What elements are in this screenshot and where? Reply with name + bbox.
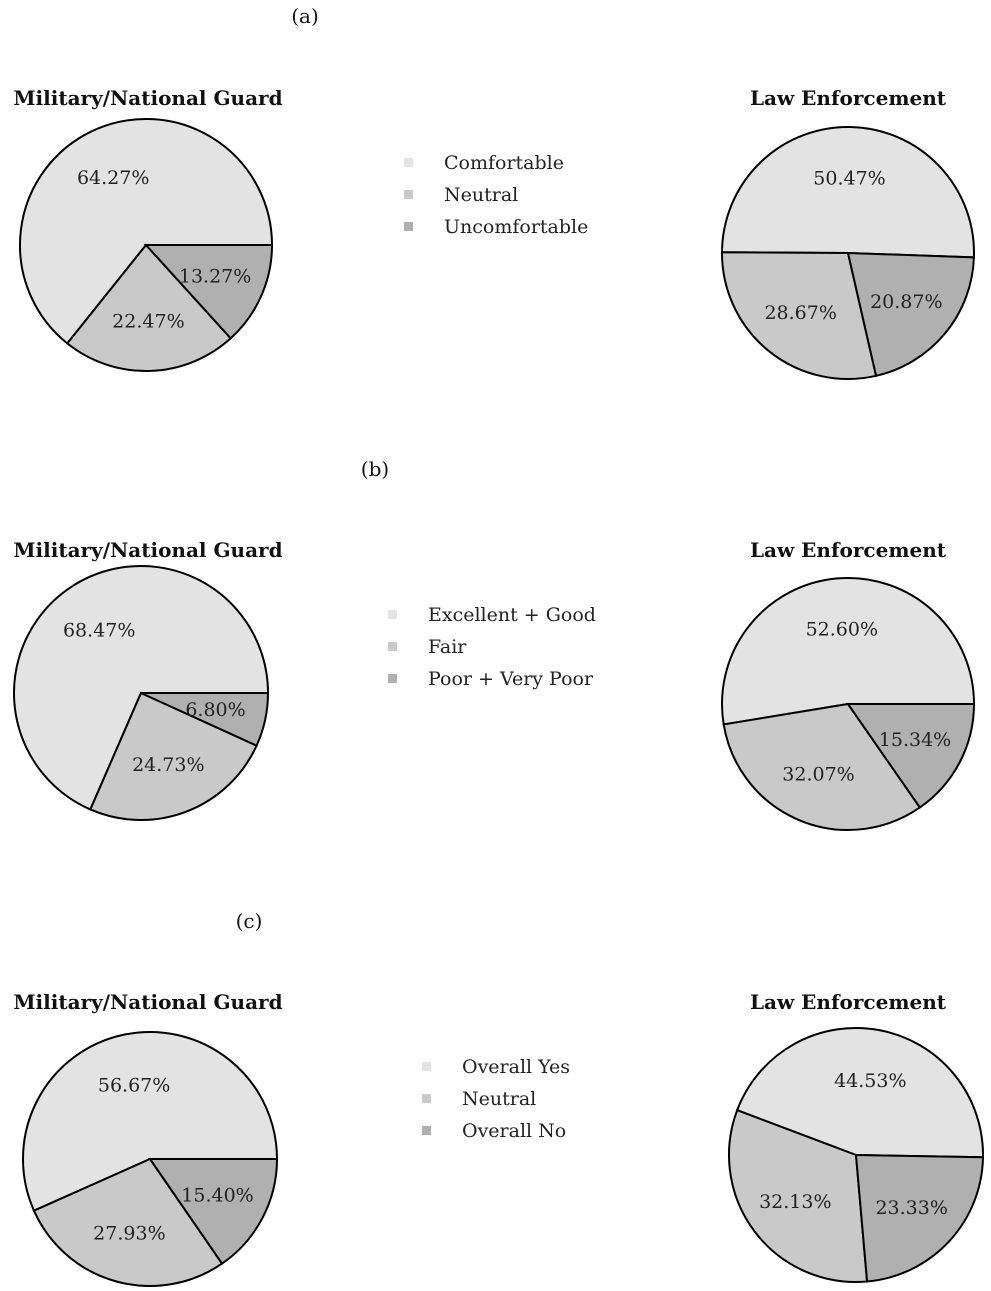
slice-label: 64.27%	[77, 167, 149, 189]
pie-slice	[735, 1027, 984, 1159]
slice-label: 56.67%	[98, 1075, 170, 1097]
pie-slice	[65, 243, 233, 372]
pie-chart-military: Military/National Guard 64.27% 22.47% 13.27…	[13, 86, 283, 372]
slice-label: 32.13%	[759, 1191, 831, 1213]
legend-label: Overall No	[462, 1120, 566, 1142]
pie-slice	[720, 125, 975, 259]
chart-title: Law Enforcement	[750, 990, 947, 1014]
pie-chart-law-enforcement: Law Enforcement 50.47% 28.67% 20.87%	[720, 86, 975, 380]
legend-swatch	[388, 610, 397, 619]
slice-label: 6.80%	[185, 699, 245, 721]
legend-swatch	[404, 158, 413, 167]
slice-label: 44.53%	[834, 1070, 906, 1092]
slice-label: 28.67%	[764, 302, 836, 324]
panel-label: (b)	[361, 457, 389, 481]
legend-label: Poor + Very Poor	[428, 668, 594, 690]
chart-title: Military/National Guard	[13, 990, 282, 1014]
pie-chart-military: Military/National Guard 68.47% 24.73% 6.80%	[13, 538, 283, 821]
panel-label: (c)	[236, 909, 263, 933]
pie-slice	[727, 1108, 869, 1283]
slice-label: 20.87%	[870, 291, 942, 313]
legend-swatch	[404, 190, 413, 199]
pie-slice	[13, 565, 270, 811]
panel-label: (a)	[291, 4, 319, 28]
slice-label: 52.60%	[806, 619, 878, 641]
slice-label: 22.47%	[112, 311, 184, 333]
pie-slice	[19, 118, 274, 345]
legend-swatch	[422, 1094, 431, 1103]
pie-slice	[722, 702, 922, 831]
panel-a: (a) Comfortable Neutral Uncomfortable Milita…	[13, 4, 975, 380]
legend-label: Excellent + Good	[428, 604, 596, 626]
pie-chart-law-enforcement: Law Enforcement 52.60% 32.07% 15.34%	[721, 538, 976, 831]
pie-chart-military: Military/National Guard 56.67% 27.93% 15.40…	[13, 990, 283, 1287]
chart-title: Military/National Guard	[13, 86, 282, 110]
pie-slice	[720, 251, 878, 380]
pie-slice	[22, 1031, 279, 1213]
legend-swatch	[388, 642, 397, 651]
chart-title: Law Enforcement	[750, 538, 947, 562]
legend-label: Uncomfortable	[444, 216, 588, 238]
legend-label: Neutral	[462, 1088, 536, 1110]
pie-slice	[721, 577, 976, 726]
legend-label: Comfortable	[444, 152, 564, 174]
pie-chart-law-enforcement: Law Enforcement 44.53% 32.13% 23.33%	[727, 990, 984, 1283]
panel-c: (c) Overall Yes Neutral Overall No Military/…	[13, 909, 984, 1287]
legend-swatch	[422, 1126, 431, 1135]
pie-slice	[32, 1157, 224, 1287]
legend-label: Overall Yes	[462, 1056, 570, 1078]
slice-label: 13.27%	[179, 266, 251, 288]
slice-label: 23.33%	[875, 1197, 947, 1219]
legend-swatch	[404, 222, 413, 231]
legend-swatch	[422, 1062, 431, 1071]
pie-slice	[89, 691, 258, 821]
panel-b: (b) Excellent + Good Fair Poor + Very Poor M…	[13, 457, 976, 831]
slice-label: 27.93%	[93, 1222, 165, 1244]
slice-label: 50.47%	[813, 167, 885, 189]
slice-label: 15.40%	[181, 1184, 253, 1206]
pie-slice	[846, 703, 976, 809]
slice-label: 24.73%	[132, 754, 204, 776]
slice-label: 32.07%	[782, 764, 854, 786]
chart-title: Military/National Guard	[13, 538, 282, 562]
pie-slice	[854, 1153, 984, 1283]
slice-label: 15.34%	[879, 729, 951, 751]
legend-label: Neutral	[444, 184, 518, 206]
pie-slice	[148, 1158, 279, 1265]
pie-slice	[143, 244, 274, 340]
legend-swatch	[388, 674, 397, 683]
chart-title: Law Enforcement	[750, 86, 947, 110]
pie-slice	[140, 692, 270, 747]
pie-slice	[846, 251, 975, 378]
legend-label: Fair	[428, 636, 467, 658]
slice-label: 68.47%	[63, 619, 135, 641]
